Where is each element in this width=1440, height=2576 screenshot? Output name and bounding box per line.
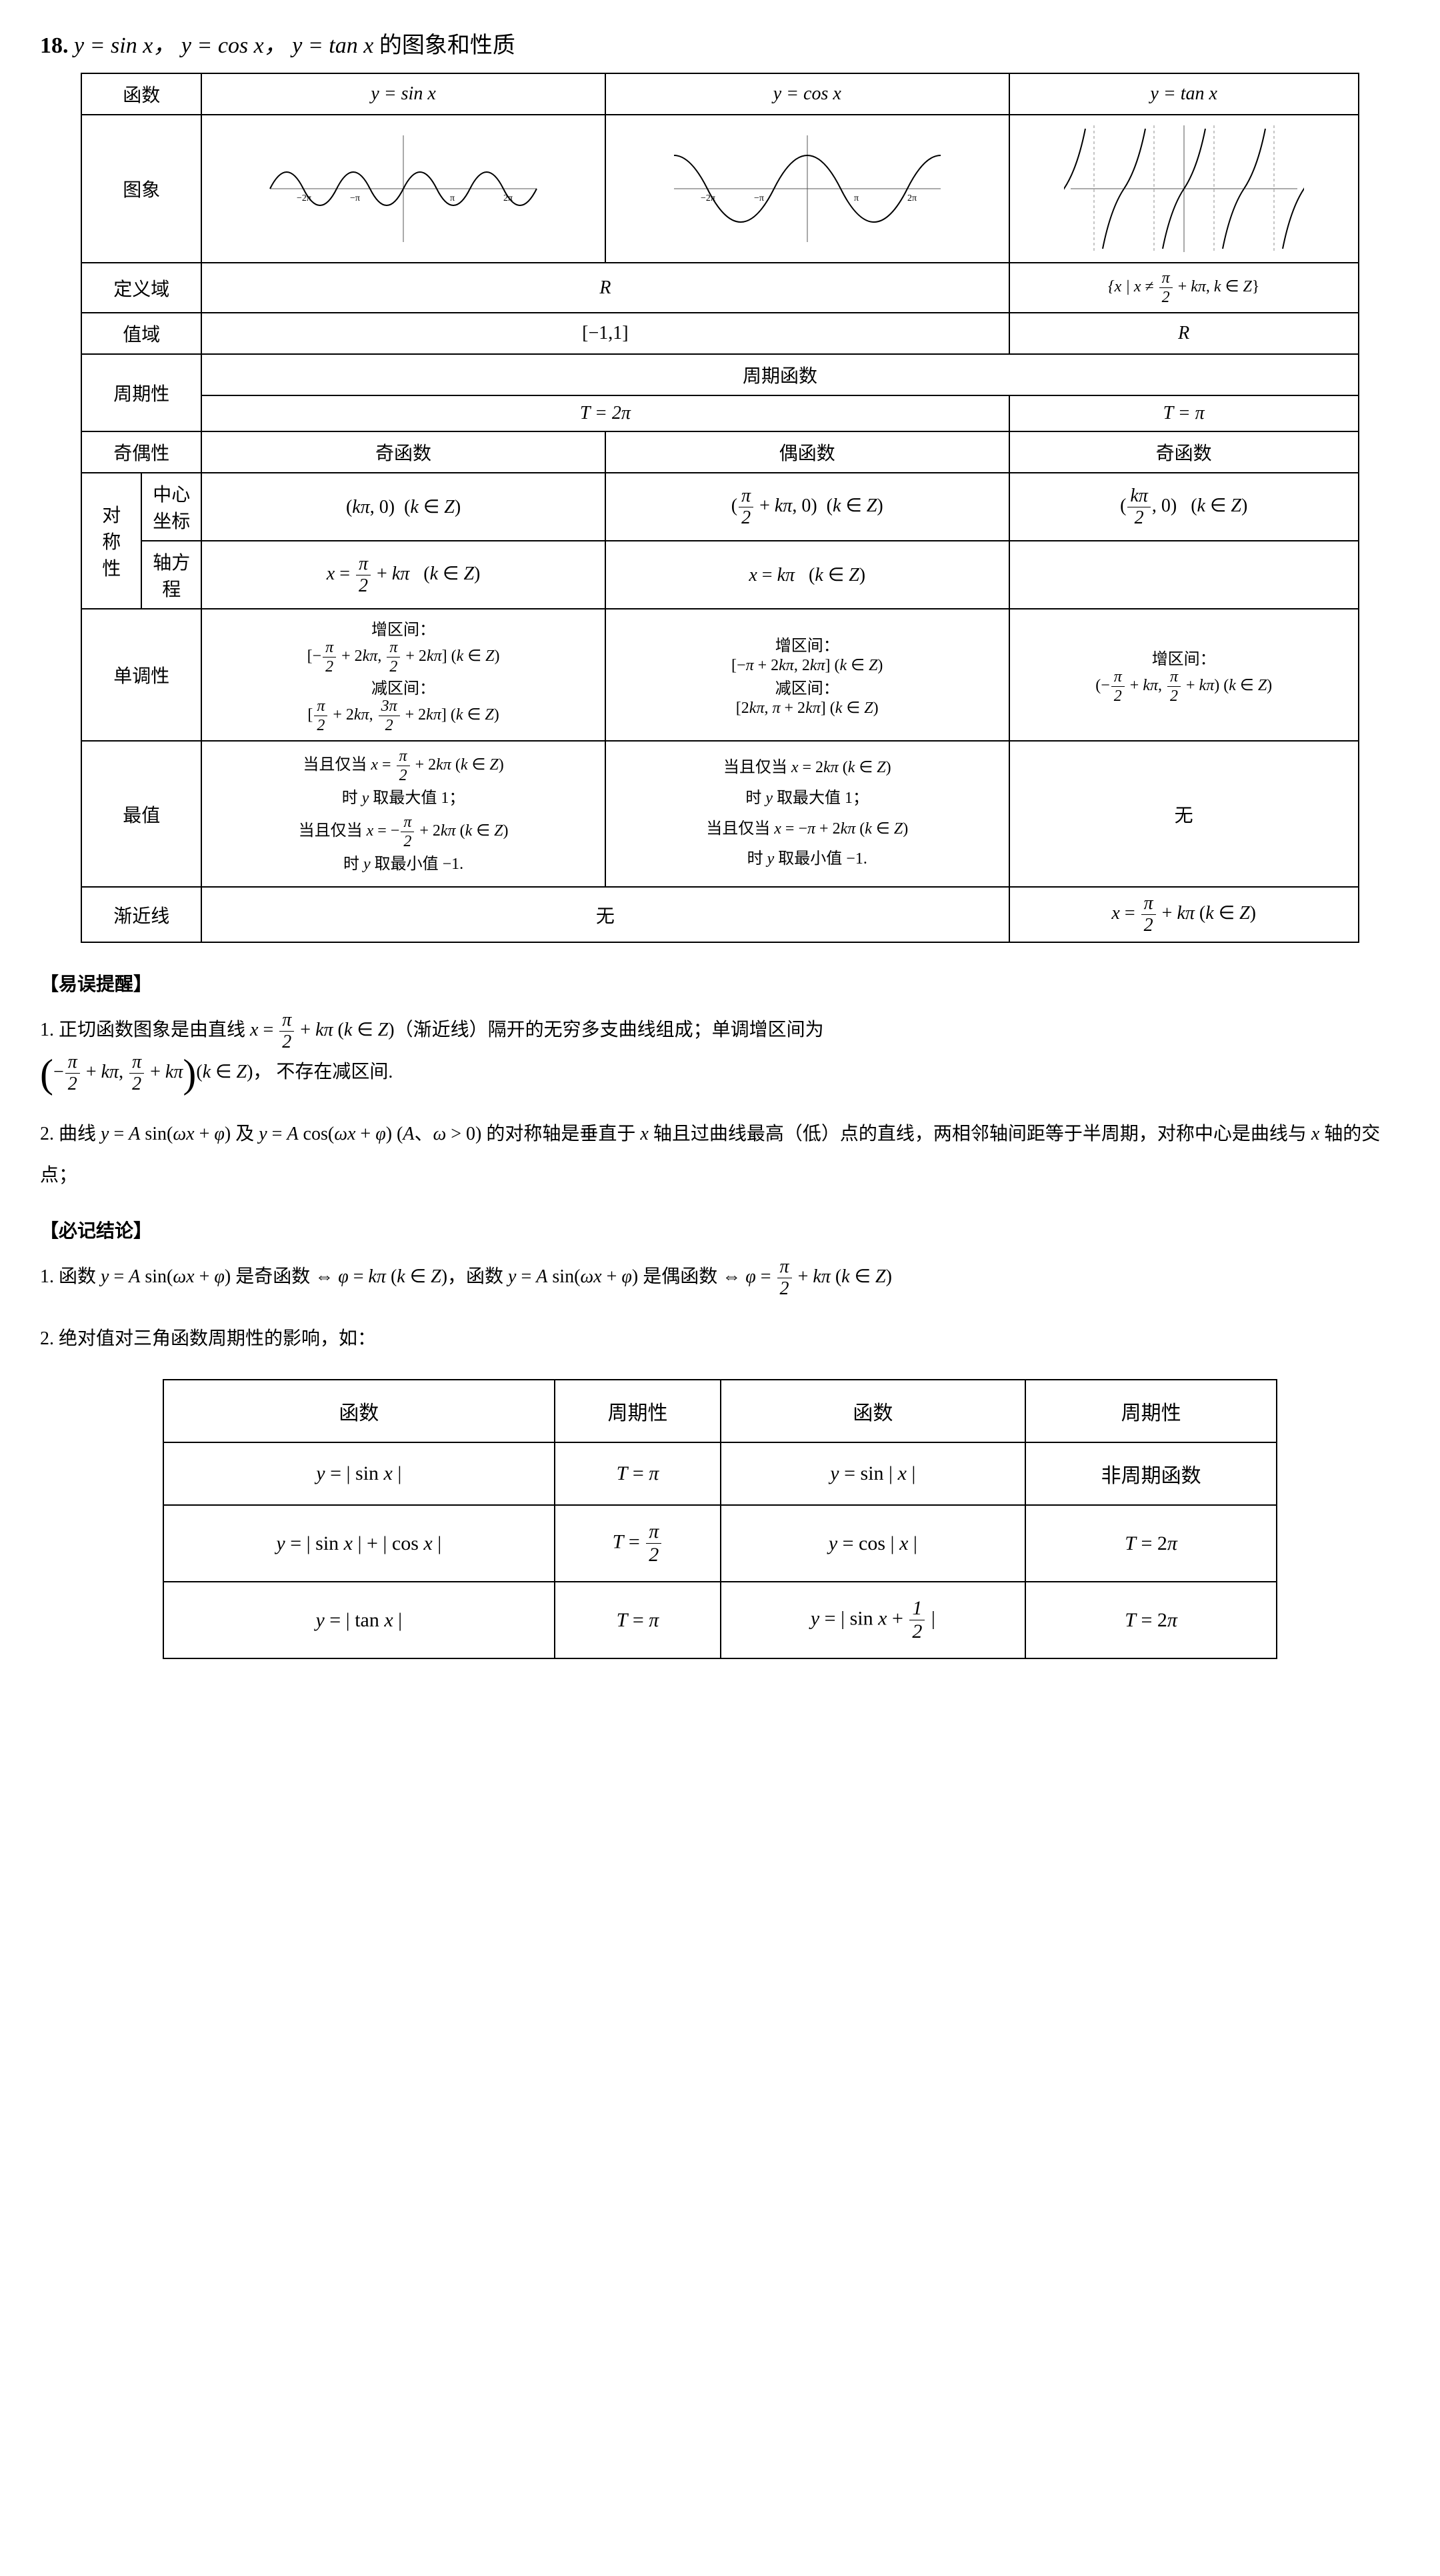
sub-r1c3: y = sin | x | <box>721 1442 1025 1505</box>
row-mono-label: 单调性 <box>81 609 201 741</box>
sub-h4: 周期性 <box>1025 1380 1277 1442</box>
row-parity-label: 奇偶性 <box>81 431 201 473</box>
table-row: 最值 当且仅当 x = π2 + 2kπ (k ∈ Z) 时 y 取最大值 1；… <box>81 741 1359 887</box>
svg-text:π: π <box>854 193 859 203</box>
mono-sin-inc-label: 增区间： <box>210 616 597 639</box>
sub-r2c2: T = π2 <box>555 1505 721 1582</box>
mono-sin: 增区间： [−π2 + 2kπ, π2 + 2kπ] (k ∈ Z) 减区间： … <box>201 609 605 741</box>
section-title: 18. y = sin x， y = cos x， y = tan x 的图象和… <box>40 27 1400 59</box>
domain-sincos: R <box>201 263 1009 313</box>
table-row: 函数 y = sin x y = cos x y = tan x <box>81 73 1359 115</box>
sub-h2: 周期性 <box>555 1380 721 1442</box>
period-tan: T = π <box>1009 395 1359 431</box>
svg-text:−π: −π <box>350 193 360 203</box>
asymp-sincos: 无 <box>201 887 1009 942</box>
warning-para-1: 1. 正切函数图象是由直线 x = π2 + kπ (k ∈ Z)（渐近线）隔开… <box>40 1010 1400 1094</box>
row-domain-label: 定义域 <box>81 263 201 313</box>
section-warning-head: 【易误提醒】 <box>40 970 1400 996</box>
sym-axis-sin: x = π2 + kπ (k ∈ Z) <box>201 541 605 609</box>
table-row: 对称性 中心坐标 (kπ, 0) (k ∈ Z) (π2 + kπ, 0) (k… <box>81 473 1359 541</box>
sym-center-tan: (kπ2, 0) (k ∈ Z) <box>1009 473 1359 541</box>
periodic-header: 周期函数 <box>201 354 1359 395</box>
sub-r1c4: 非周期函数 <box>1025 1442 1277 1505</box>
table-row: 函数 周期性 函数 周期性 <box>163 1380 1277 1442</box>
row-graph-label: 图象 <box>81 115 201 263</box>
extrema-cos: 当且仅当 x = 2kπ (k ∈ Z) 时 y 取最大值 1； 当且仅当 x … <box>605 741 1009 887</box>
sub-r1c1: y = | sin x | <box>163 1442 555 1505</box>
extrema-tan: 无 <box>1009 741 1359 887</box>
warning-para-2: 2. 曲线 y = A sin(ωx + φ) 及 y = A cos(ωx +… <box>40 1114 1400 1196</box>
period-sincos: T = 2π <box>201 395 1009 431</box>
tan-graph <box>1009 115 1359 263</box>
range-sincos: [−1,1] <box>201 313 1009 354</box>
extrema-sin: 当且仅当 x = π2 + 2kπ (k ∈ Z) 时 y 取最大值 1； 当且… <box>201 741 605 887</box>
row-periodic-label: 周期性 <box>81 354 201 431</box>
svg-text:2π: 2π <box>907 193 917 203</box>
table-row: 单调性 增区间： [−π2 + 2kπ, π2 + 2kπ] (k ∈ Z) 减… <box>81 609 1359 741</box>
section-number: 18. <box>40 33 69 58</box>
conclusion-para-1: 1. 函数 y = A sin(ωx + φ) 是奇函数 ⇔ φ = kπ (k… <box>40 1256 1400 1298</box>
sub-h3: 函数 <box>721 1380 1025 1442</box>
sub-r3c1: y = | tan x | <box>163 1582 555 1658</box>
sub-r2c3: y = cos | x | <box>721 1505 1025 1582</box>
parity-cos: 偶函数 <box>605 431 1009 473</box>
table-row: T = 2π T = π <box>81 395 1359 431</box>
table-row: y = | sin x | T = π y = sin | x | 非周期函数 <box>163 1442 1277 1505</box>
asymp-tan: x = π2 + kπ (k ∈ Z) <box>1009 887 1359 942</box>
header-tan: y = tan x <box>1009 73 1359 115</box>
sym-center-sin: (kπ, 0) (k ∈ Z) <box>201 473 605 541</box>
sym-center-cos: (π2 + kπ, 0) (k ∈ Z) <box>605 473 1009 541</box>
parity-sin: 奇函数 <box>201 431 605 473</box>
sub-r3c3: y = | sin x + 12 | <box>721 1582 1025 1658</box>
table-row: 图象 −2π −π π 2π −2π −π π 2π <box>81 115 1359 263</box>
sym-axis-cos: x = kπ (k ∈ Z) <box>605 541 1009 609</box>
main-table: 函数 y = sin x y = cos x y = tan x 图象 −2π … <box>81 73 1359 943</box>
sym-axis-tan <box>1009 541 1359 609</box>
table-row: 定义域 R {x | x ≠ π2 + kπ, k ∈ Z} <box>81 263 1359 313</box>
mono-tan: 增区间： (−π2 + kπ, π2 + kπ) (k ∈ Z) <box>1009 609 1359 741</box>
row-sym-label: 对称性 <box>81 473 141 609</box>
conclusion-para-2: 2. 绝对值对三角函数周期性的影响，如： <box>40 1318 1400 1360</box>
parity-tan: 奇函数 <box>1009 431 1359 473</box>
table-row: y = | sin x | + | cos x | T = π2 y = cos… <box>163 1505 1277 1582</box>
table-row: 渐近线 无 x = π2 + kπ (k ∈ Z) <box>81 887 1359 942</box>
domain-tan: {x | x ≠ π2 + kπ, k ∈ Z} <box>1009 263 1359 313</box>
sym-axis-label: 轴方程 <box>141 541 201 609</box>
table-row: 周期性 周期函数 <box>81 354 1359 395</box>
mono-sin-dec-label: 减区间： <box>210 675 597 698</box>
mono-tan-inc-label: 增区间： <box>1018 646 1350 669</box>
row-range-label: 值域 <box>81 313 201 354</box>
svg-text:−2π: −2π <box>297 193 311 203</box>
row-asymp-label: 渐近线 <box>81 887 201 942</box>
svg-text:−π: −π <box>754 193 764 203</box>
range-tan: R <box>1009 313 1359 354</box>
mono-cos: 增区间： [−π + 2kπ, 2kπ] (k ∈ Z) 减区间： [2kπ, … <box>605 609 1009 741</box>
sub-r2c4: T = 2π <box>1025 1505 1277 1582</box>
sub-r3c4: T = 2π <box>1025 1582 1277 1658</box>
svg-text:2π: 2π <box>503 193 513 203</box>
cos-graph: −2π −π π 2π <box>605 115 1009 263</box>
header-func: 函数 <box>81 73 201 115</box>
sym-center-label: 中心坐标 <box>141 473 201 541</box>
table-row: y = | tan x | T = π y = | sin x + 12 | T… <box>163 1582 1277 1658</box>
sub-h1: 函数 <box>163 1380 555 1442</box>
svg-text:π: π <box>450 193 455 203</box>
sin-graph: −2π −π π 2π <box>201 115 605 263</box>
mono-cos-dec-label: 减区间： <box>614 675 1001 698</box>
section-conclusion-head: 【必记结论】 <box>40 1216 1400 1243</box>
sub-table: 函数 周期性 函数 周期性 y = | sin x | T = π y = si… <box>163 1379 1278 1659</box>
sub-r2c1: y = | sin x | + | cos x | <box>163 1505 555 1582</box>
table-row: 值域 [−1,1] R <box>81 313 1359 354</box>
header-sin: y = sin x <box>201 73 605 115</box>
table-row: 奇偶性 奇函数 偶函数 奇函数 <box>81 431 1359 473</box>
svg-text:−2π: −2π <box>701 193 715 203</box>
row-extrema-label: 最值 <box>81 741 201 887</box>
table-row: 轴方程 x = π2 + kπ (k ∈ Z) x = kπ (k ∈ Z) <box>81 541 1359 609</box>
sub-r1c2: T = π <box>555 1442 721 1505</box>
mono-cos-inc-label: 增区间： <box>614 632 1001 656</box>
section-title-text: y = sin x， y = cos x， y = tan x 的图象和性质 <box>74 33 515 58</box>
header-cos: y = cos x <box>605 73 1009 115</box>
sub-r3c2: T = π <box>555 1582 721 1658</box>
